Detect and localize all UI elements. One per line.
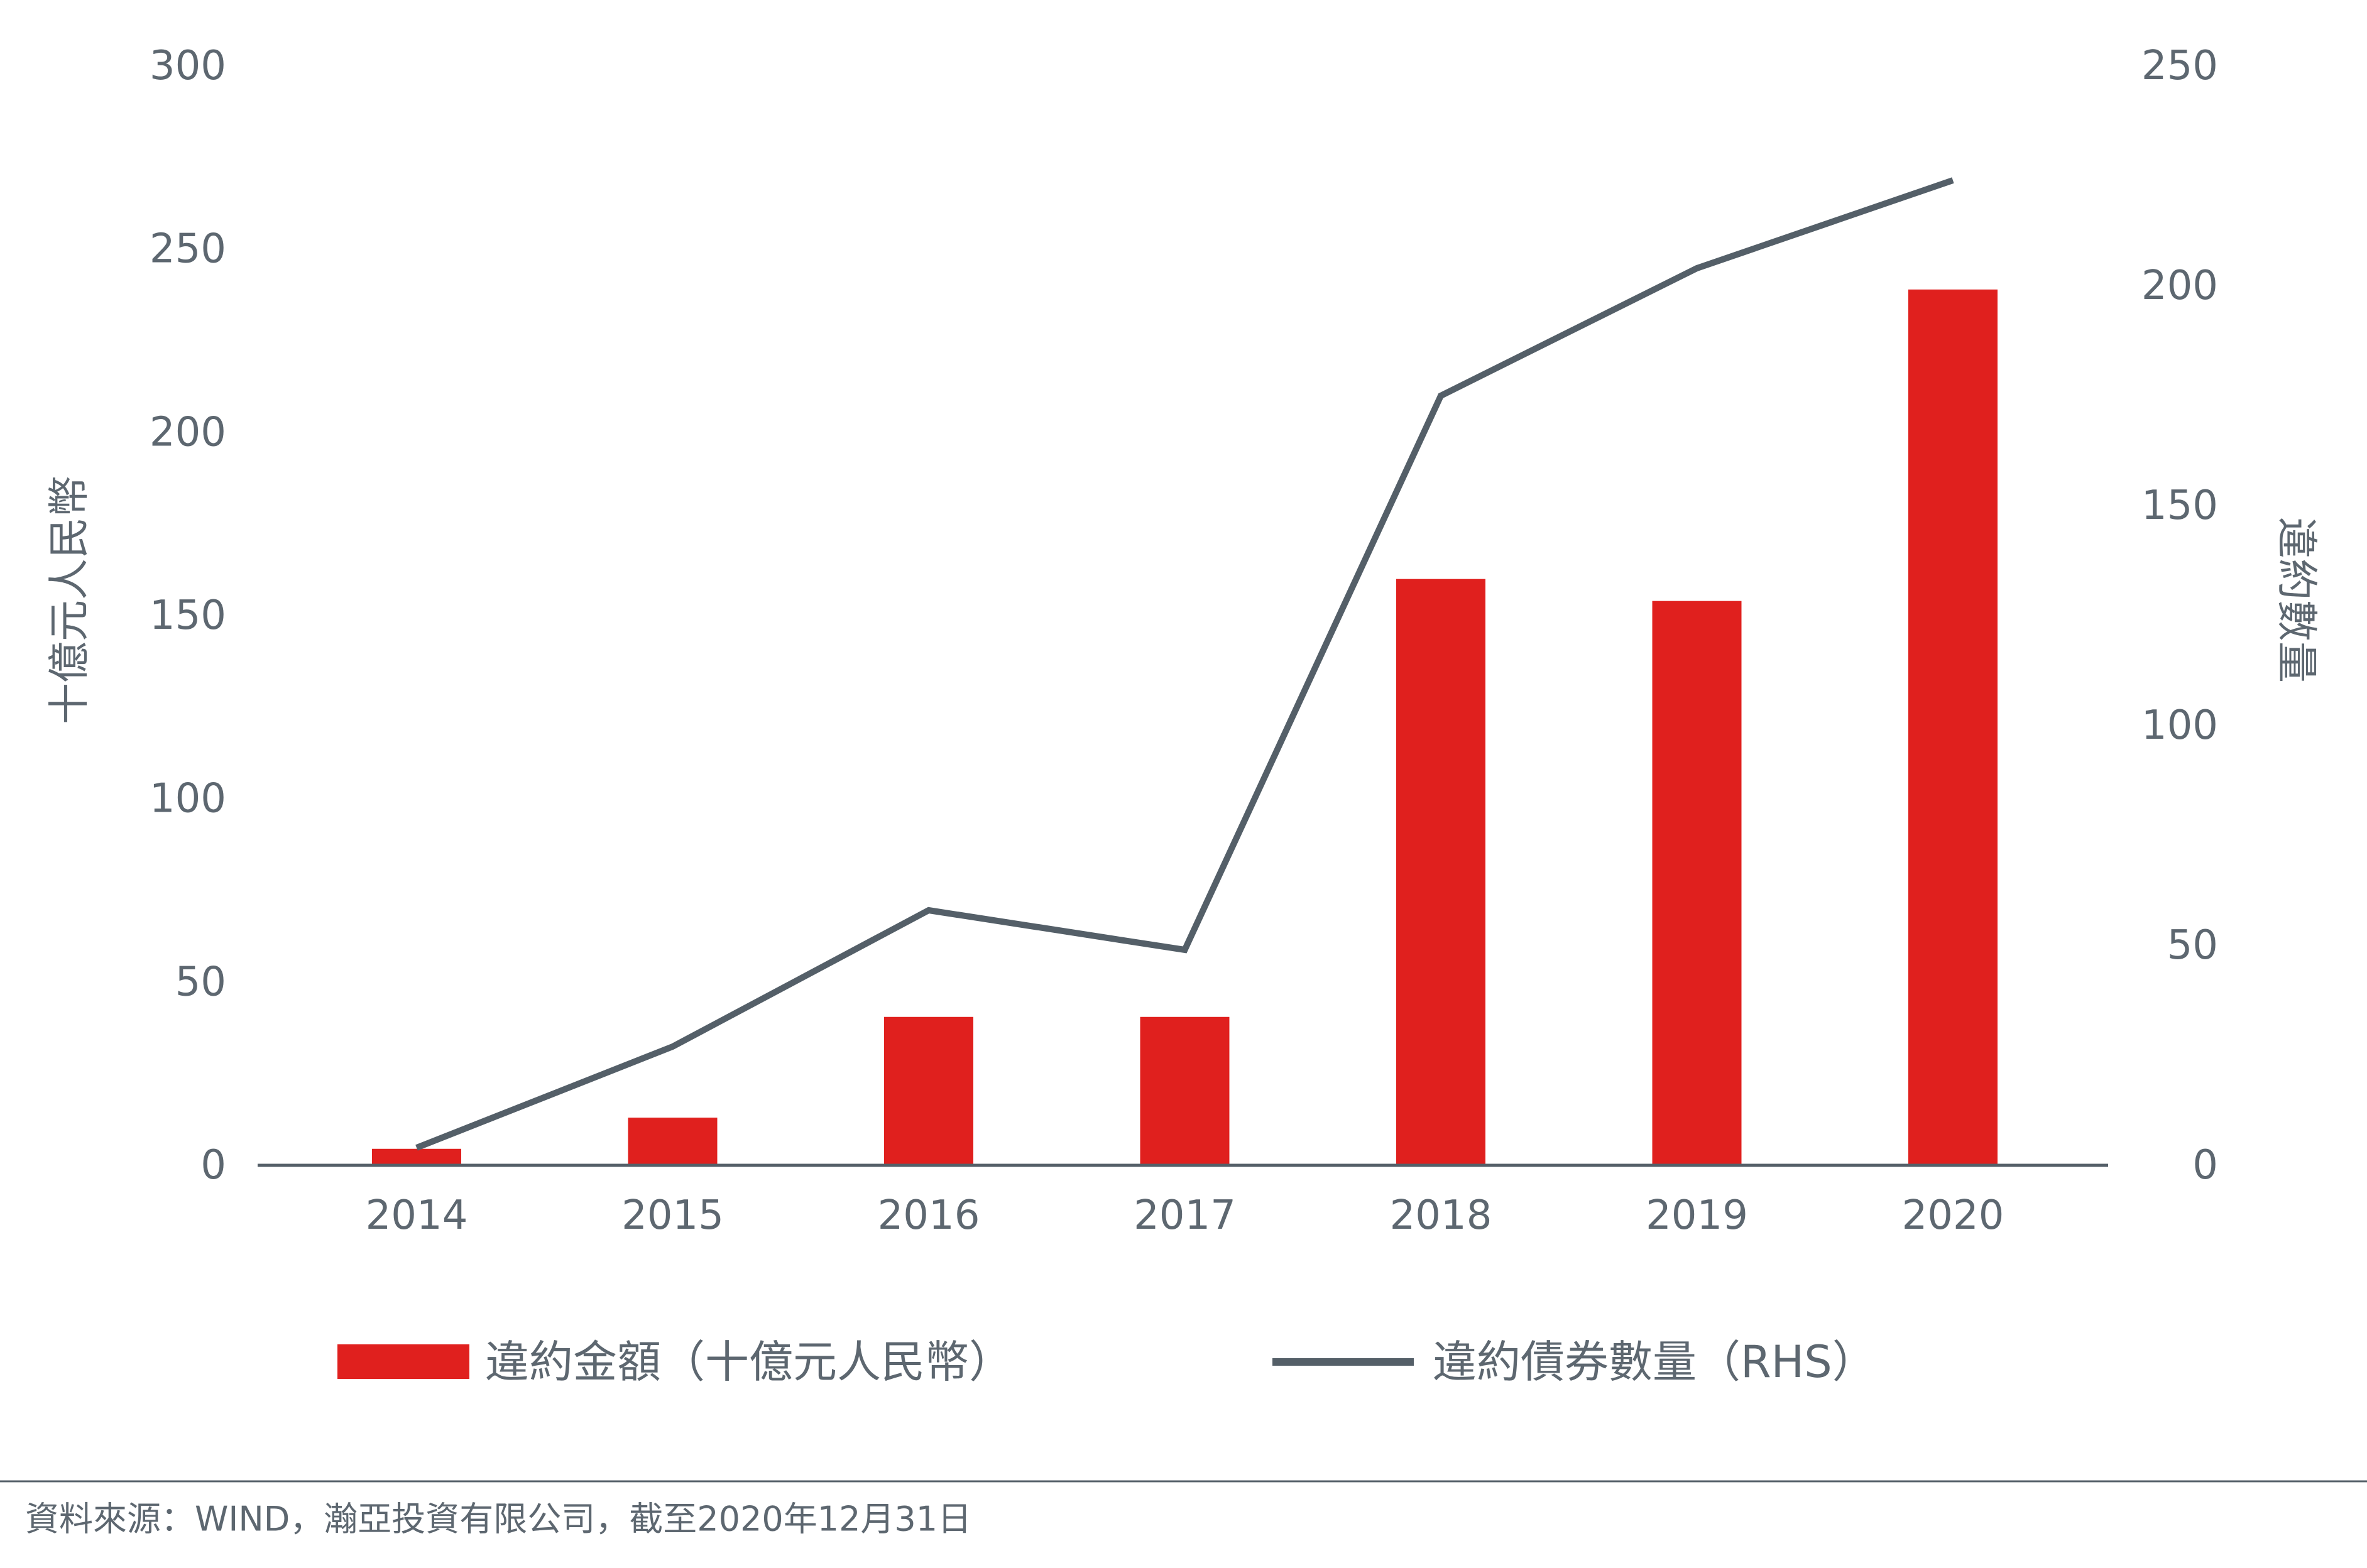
x-tick-label: 2016: [878, 1192, 980, 1239]
left-axis-title: 十億元人民幣: [45, 476, 94, 724]
bar: [372, 1148, 461, 1165]
left-tick-label: 100: [150, 776, 226, 822]
bar: [1140, 1016, 1230, 1165]
x-tick-label: 2015: [621, 1192, 724, 1239]
bar: [1652, 601, 1742, 1165]
right-tick-label: 100: [2141, 702, 2218, 749]
left-tick-label: 250: [150, 226, 226, 273]
bar: [1908, 289, 1998, 1165]
legend: 違約金額（十億元人民幣） 違約債券數量（RHS）: [337, 1336, 1876, 1388]
bar: [884, 1016, 973, 1165]
x-tick-label: 2014: [366, 1192, 468, 1239]
x-tick-label: 2019: [1646, 1192, 1748, 1239]
left-tick-label: 0: [200, 1142, 226, 1189]
bar-series: [372, 289, 1998, 1165]
x-tick-label: 2017: [1134, 1192, 1236, 1239]
x-axis-ticks: 2014 2015 2016 2017 2018 2019 2020: [366, 1192, 2004, 1239]
bar: [628, 1118, 718, 1165]
source-note: 資料來源：WIND，瀚亞投資有限公司，截至2020年12月31日: [25, 1500, 971, 1539]
bar: [1396, 579, 1485, 1165]
right-tick-label: 150: [2141, 482, 2218, 529]
right-axis-title: 違約數量: [2273, 517, 2321, 683]
left-tick-label: 50: [175, 959, 226, 1005]
legend-label-line: 違約債券數量（RHS）: [1433, 1336, 1876, 1388]
right-tick-label: 50: [2167, 922, 2218, 969]
legend-swatch-bar: [337, 1344, 469, 1379]
right-tick-label: 250: [2141, 43, 2218, 89]
left-tick-label: 150: [150, 592, 226, 639]
right-tick-label: 200: [2141, 263, 2218, 309]
left-tick-label: 300: [150, 43, 226, 89]
line-series: [415, 177, 1954, 1151]
x-tick-label: 2020: [1902, 1192, 2004, 1239]
x-tick-label: 2018: [1390, 1192, 1492, 1239]
right-tick-label: 0: [2192, 1142, 2218, 1189]
legend-label-bar: 違約金額（十億元人民幣）: [485, 1336, 1013, 1388]
left-tick-label: 200: [150, 409, 226, 455]
right-axis-ticks: 0 50 100 150 200 250: [2141, 43, 2218, 1189]
left-axis-ticks: 0 50 100 150 200 250 300: [150, 43, 226, 1189]
